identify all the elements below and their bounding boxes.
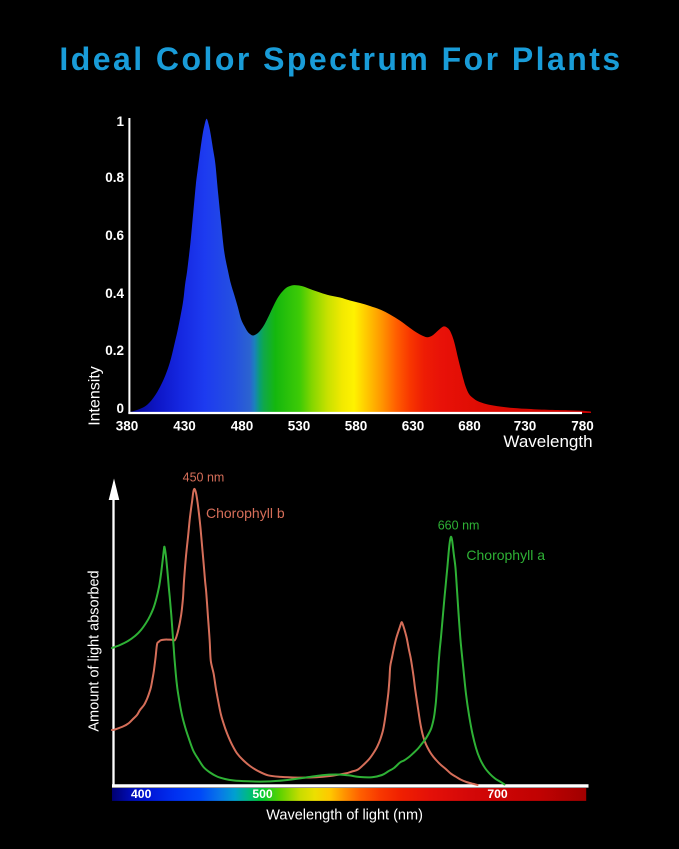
svg-text:Chorophyll a: Chorophyll a bbox=[466, 547, 545, 563]
svg-text:630: 630 bbox=[402, 419, 425, 434]
svg-text:660 nm: 660 nm bbox=[438, 518, 480, 532]
svg-text:680: 680 bbox=[458, 419, 481, 434]
svg-text:380: 380 bbox=[116, 419, 139, 434]
svg-text:480: 480 bbox=[231, 419, 254, 434]
svg-text:450 nm: 450 nm bbox=[183, 471, 225, 485]
svg-text:700: 700 bbox=[487, 787, 508, 801]
svg-text:400: 400 bbox=[131, 787, 152, 801]
svg-text:580: 580 bbox=[345, 419, 368, 434]
svg-text:0.8: 0.8 bbox=[105, 170, 124, 185]
svg-text:Wavelength of light (nm): Wavelength of light (nm) bbox=[266, 808, 423, 824]
svg-text:430: 430 bbox=[173, 419, 196, 434]
svg-text:530: 530 bbox=[288, 419, 311, 434]
svg-text:Amount of light absorbed: Amount of light absorbed bbox=[87, 570, 103, 731]
svg-text:Wavelength: Wavelength bbox=[503, 432, 592, 451]
svg-text:0.4: 0.4 bbox=[105, 286, 124, 301]
svg-text:0.2: 0.2 bbox=[105, 343, 124, 358]
svg-text:0.6: 0.6 bbox=[105, 228, 124, 243]
svg-text:Intensity: Intensity bbox=[87, 366, 104, 426]
svg-text:780: 780 bbox=[571, 419, 594, 434]
svg-text:1: 1 bbox=[116, 114, 124, 129]
svg-text:730: 730 bbox=[514, 419, 537, 434]
svg-text:0: 0 bbox=[116, 401, 124, 416]
svg-text:Chorophyll b: Chorophyll b bbox=[206, 505, 285, 521]
svg-text:500: 500 bbox=[252, 787, 273, 801]
